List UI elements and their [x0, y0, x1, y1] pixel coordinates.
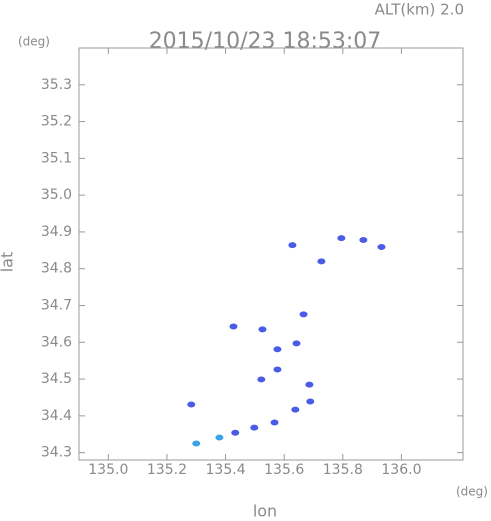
echo-cell — [273, 346, 282, 353]
echo-cell — [337, 235, 346, 242]
echo-cell — [231, 429, 240, 436]
x-unit: (deg) — [456, 485, 488, 499]
y-tick-label: 34.7 — [41, 298, 72, 314]
y-unit: (deg) — [18, 35, 50, 49]
plot-frame — [78, 47, 464, 461]
y-tick-label: 34.8 — [41, 261, 72, 277]
echo-cell — [288, 242, 297, 249]
echo-cell — [306, 398, 315, 405]
y-axis-label: lat — [0, 252, 17, 273]
x-tick-label: 135.0 — [88, 462, 128, 478]
x-tick-label: 135.4 — [206, 462, 246, 478]
echo-cell — [377, 244, 386, 251]
y-tick-label: 34.3 — [41, 445, 72, 461]
echo-cell — [291, 406, 300, 413]
echo-cell — [292, 340, 301, 347]
y-tick-label: 34.6 — [41, 334, 72, 350]
y-tick-label: 34.5 — [41, 371, 72, 387]
echo-cell — [258, 326, 267, 333]
y-tick-label: 35.1 — [41, 150, 72, 166]
echo-cell — [257, 376, 266, 383]
echo-cell — [299, 311, 308, 318]
altitude-label: ALT(km) 2.0 — [375, 1, 464, 19]
echo-cell — [192, 440, 201, 447]
echo-cell — [187, 401, 196, 408]
x-tick-label: 135.2 — [147, 462, 187, 478]
echo-cell — [359, 237, 368, 244]
y-tick-label: 35.3 — [41, 77, 72, 93]
echo-cell — [305, 381, 314, 388]
y-tick-label: 34.4 — [41, 408, 72, 424]
echo-cell — [215, 434, 224, 441]
x-tick-label: 135.8 — [323, 462, 363, 478]
x-tick-label: 135.6 — [264, 462, 304, 478]
chart-title: 2015/10/23 18:53:07 — [149, 29, 382, 54]
echo-cell — [273, 366, 282, 373]
echo-cell — [317, 258, 326, 265]
echo-cell — [250, 424, 259, 431]
x-axis-label: lon — [253, 502, 277, 521]
echo-cell — [270, 419, 279, 426]
y-tick-label: 35.0 — [41, 187, 72, 203]
y-tick-label: 35.2 — [41, 114, 72, 130]
echo-cell — [229, 323, 238, 330]
x-tick-label: 136.0 — [381, 462, 421, 478]
y-tick-label: 34.9 — [41, 224, 72, 240]
